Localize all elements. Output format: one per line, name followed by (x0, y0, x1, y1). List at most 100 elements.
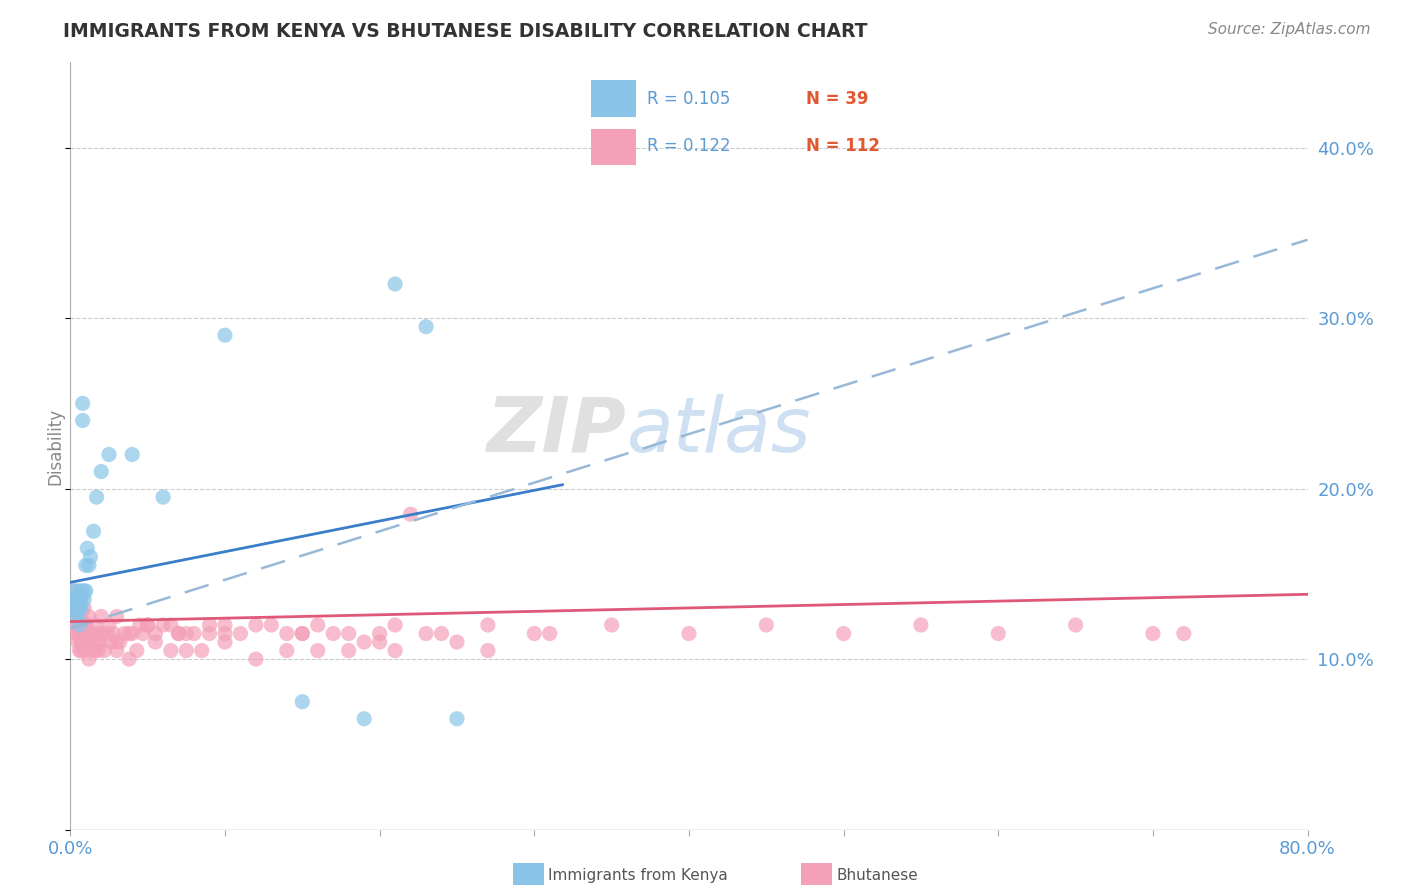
Point (198, 618, 221, 632)
Point (125, 643, 148, 657)
Point (72, 396, 94, 410)
Point (384, 643, 406, 657)
Point (67, 601, 90, 615)
Point (79, 549, 101, 564)
Point (63, 609, 86, 624)
Point (152, 618, 174, 632)
Point (73, 592, 96, 607)
Point (75, 558, 97, 573)
Point (415, 319, 437, 334)
Point (446, 712, 468, 726)
Point (70, 635, 93, 649)
Point (70, 583, 93, 598)
Point (108, 635, 131, 649)
Point (121, 626, 143, 640)
Point (60, 601, 83, 615)
Point (84, 618, 107, 632)
Y-axis label: Disability: Disability (46, 408, 65, 484)
Point (910, 618, 932, 632)
Point (73, 601, 96, 615)
Point (60, 592, 83, 607)
Point (86, 490, 108, 504)
Point (114, 626, 135, 640)
Text: ZIP: ZIP (488, 393, 627, 467)
Point (430, 626, 453, 640)
Point (70, 592, 93, 607)
Point (98, 448, 120, 462)
Point (69, 626, 91, 640)
Point (118, 626, 141, 640)
Point (90, 626, 112, 640)
Point (75, 583, 97, 598)
Text: IMMIGRANTS FROM KENYA VS BHUTANESE DISABILITY CORRELATION CHART: IMMIGRANTS FROM KENYA VS BHUTANESE DISAB… (63, 22, 868, 41)
Point (103, 626, 125, 640)
Point (76, 635, 98, 649)
Point (77, 626, 100, 640)
Point (167, 626, 190, 640)
Point (80, 643, 103, 657)
Point (229, 626, 252, 640)
Point (62, 601, 84, 615)
Point (245, 652, 267, 666)
Point (152, 490, 174, 504)
Point (63, 583, 86, 598)
Point (67, 583, 90, 598)
Point (60, 609, 83, 624)
Point (368, 626, 391, 640)
Point (69, 592, 91, 607)
Point (276, 626, 298, 640)
Point (65, 601, 87, 615)
Point (67, 635, 90, 649)
Point (477, 643, 499, 657)
Point (1064, 618, 1087, 632)
Point (77, 609, 100, 624)
Point (69, 618, 91, 632)
Point (276, 643, 298, 657)
Point (600, 618, 623, 632)
Point (87, 643, 110, 657)
Point (523, 626, 546, 640)
Point (70, 618, 93, 632)
Point (73, 583, 96, 598)
Point (307, 618, 329, 632)
Point (1142, 626, 1164, 640)
Point (62, 618, 84, 632)
Point (67, 626, 90, 640)
Point (70, 643, 93, 657)
Point (167, 626, 190, 640)
Point (832, 626, 855, 640)
Point (291, 626, 314, 640)
Point (72, 618, 94, 632)
Point (183, 626, 205, 640)
Point (67, 601, 90, 615)
Point (198, 626, 221, 640)
Point (307, 643, 329, 657)
Point (67, 592, 90, 607)
Point (67, 618, 90, 632)
Point (174, 643, 197, 657)
Point (160, 618, 183, 632)
Point (446, 635, 468, 649)
Point (70, 609, 93, 624)
Point (67, 609, 90, 624)
Point (260, 618, 283, 632)
Point (987, 626, 1010, 640)
Point (337, 643, 360, 657)
Point (63, 592, 86, 607)
Point (160, 643, 183, 657)
Point (322, 626, 344, 640)
Point (291, 695, 314, 709)
Point (174, 626, 197, 640)
Point (136, 618, 159, 632)
Point (415, 626, 437, 640)
Point (129, 618, 152, 632)
Point (69, 643, 91, 657)
Point (65, 592, 87, 607)
Point (353, 712, 375, 726)
Point (98, 618, 120, 632)
Text: atlas: atlas (627, 393, 811, 467)
Point (62, 601, 84, 615)
Point (477, 618, 499, 632)
Point (89, 635, 111, 649)
Point (384, 277, 406, 291)
